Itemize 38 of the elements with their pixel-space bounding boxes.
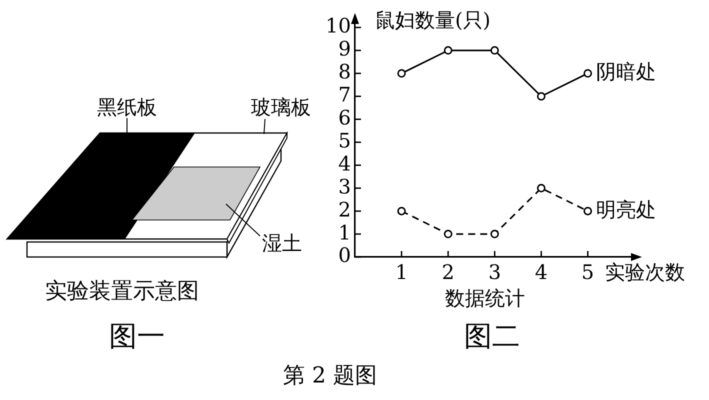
y-tick-label: 0	[338, 243, 351, 268]
text: 图一	[109, 320, 165, 353]
x-tick-label: 3	[488, 260, 502, 284]
y-tick-label: 1	[338, 220, 351, 244]
x-tick-label: 4	[534, 260, 548, 284]
series-label: 明亮处	[596, 197, 656, 222]
y-tick-label: 7	[338, 82, 351, 107]
point	[397, 69, 406, 78]
y-axis-title: 鼠妇数量(只)	[375, 8, 491, 32]
text: 数据统计	[445, 286, 525, 310]
text: 图二	[464, 319, 520, 352]
point	[444, 230, 452, 238]
x-axis-title: 实验次数	[604, 260, 685, 284]
point	[536, 184, 546, 192]
y-tick-label: 9	[338, 36, 351, 61]
point	[584, 206, 592, 216]
y-tick-label: 8	[338, 60, 351, 84]
x-tick-label: 1	[395, 260, 408, 284]
point	[397, 206, 406, 216]
text: 实验装置示意图	[45, 278, 199, 304]
point	[444, 46, 452, 55]
text: 黑纸板	[97, 95, 157, 119]
text: 第 2 题图	[283, 364, 377, 389]
text: 玻璃板	[251, 95, 311, 119]
y-tick-label: 4	[338, 151, 351, 176]
point	[536, 92, 546, 101]
y-tick-label: 6	[338, 105, 351, 130]
point	[490, 46, 499, 55]
text: 湿土	[262, 231, 302, 255]
y-tick-label: 3	[338, 174, 351, 198]
y-tick-label: 5	[338, 128, 351, 152]
y-tick-label: 2	[338, 197, 351, 222]
y-tick-label: 10	[326, 14, 351, 38]
point	[490, 230, 499, 238]
x-tick-label: 2	[442, 260, 454, 284]
x-tick-label: 5	[581, 260, 594, 284]
series-label: 阴暗处	[596, 60, 656, 84]
point	[584, 69, 592, 78]
